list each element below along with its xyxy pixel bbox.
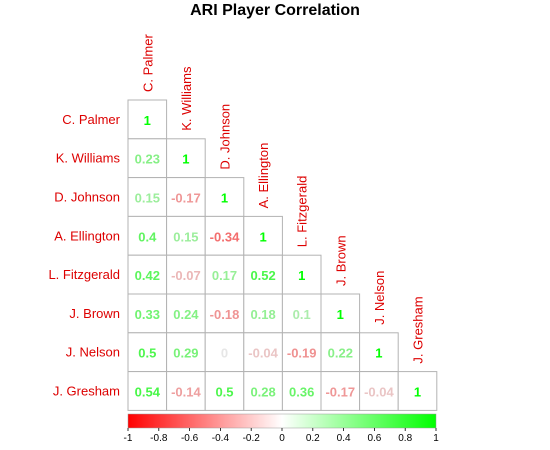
- correlation-value: 0.28: [250, 385, 275, 400]
- scale-tick-label: 0.4: [337, 433, 351, 444]
- heatmap-cell: [320, 332, 361, 373]
- correlation-value: 0.36: [289, 385, 314, 400]
- heatmap-cell: [204, 332, 245, 373]
- correlation-value: 0.15: [173, 229, 198, 244]
- heatmap-cell: [166, 371, 206, 411]
- correlation-value: 0.23: [135, 152, 160, 167]
- row-label: J. Brown: [69, 306, 120, 321]
- heatmap-cell: [243, 332, 283, 373]
- heatmap-cell: [320, 293, 361, 334]
- correlation-value: 1: [259, 229, 266, 244]
- heatmap-cell: [127, 99, 168, 140]
- correlation-value: 1: [221, 191, 228, 206]
- column-label: D. Johnson: [218, 104, 233, 170]
- correlation-value: 0.4: [138, 229, 157, 244]
- scale-tick-label: 0.6: [367, 433, 381, 444]
- heatmap-cell: [166, 215, 206, 256]
- heatmap-cell: [166, 138, 206, 179]
- heatmap-cell: [127, 371, 168, 411]
- row-label: C. Palmer: [62, 112, 120, 127]
- color-scale-ticks: -1 -0.8 -0.6 -0.4 -0.2 0 0.2 0.4 0.6 0.8 1: [124, 428, 439, 444]
- correlation-value: -0.14: [171, 385, 201, 400]
- heatmap-cell: [281, 254, 322, 295]
- color-scale-legend: -1 -0.8 -0.6 -0.4 -0.2 0 0.2 0.4 0.6 0.8 1: [124, 413, 439, 444]
- scale-tick-label: -0.8: [150, 433, 168, 444]
- heatmap-cell: [204, 371, 245, 411]
- correlation-value: -0.04: [248, 346, 278, 361]
- correlation-value: 0.52: [250, 268, 275, 283]
- correlation-value: 0.24: [173, 307, 199, 322]
- correlation-value: 0.18: [250, 307, 275, 322]
- heatmap-cell: [204, 254, 245, 295]
- heatmap-cell: [204, 177, 245, 217]
- heatmap-cell: [243, 254, 283, 295]
- color-scale-bar: [127, 413, 437, 429]
- correlation-value: 1: [337, 307, 344, 322]
- row-label: K. Williams: [56, 151, 121, 166]
- heatmap-cell: [204, 293, 245, 334]
- scale-tick-label: 0: [279, 433, 285, 444]
- correlation-value: -0.17: [325, 385, 355, 400]
- correlation-value: 0.15: [135, 191, 160, 206]
- correlation-value: 1: [375, 346, 382, 361]
- scale-tick-label: -1: [124, 433, 133, 444]
- correlation-value: 0.1: [293, 307, 311, 322]
- row-labels: C. Palmer K. Williams D. Johnson A. Ellingt…: [48, 112, 120, 399]
- heatmap-cell: [320, 371, 361, 411]
- correlation-value: 0.29: [173, 346, 198, 361]
- column-label: K. Williams: [179, 66, 194, 131]
- correlation-value: 0.42: [135, 268, 160, 283]
- correlation-value: 0.33: [135, 307, 160, 322]
- scale-tick-label: -0.6: [181, 433, 199, 444]
- correlation-value: 1: [298, 268, 305, 283]
- heatmap-cell: [359, 332, 399, 373]
- heatmap-cell: [127, 254, 168, 295]
- correlation-value: 1: [414, 385, 421, 400]
- heatmap-cell: [397, 371, 438, 411]
- row-label: L. Fitzgerald: [48, 267, 120, 282]
- heatmap-cells: 1 0.23 1 0.15 -0.17 1 0.4 0.15 -0.34 1 0.42 -0.07 0.…: [127, 99, 438, 411]
- scale-tick-label: -0.2: [243, 433, 261, 444]
- chart-title: ARI Player Correlation: [190, 2, 360, 19]
- column-label: A. Ellington: [256, 143, 271, 209]
- scale-tick-label: 0.2: [306, 433, 320, 444]
- heatmap-cell: [281, 371, 322, 411]
- correlation-value: 0.5: [215, 385, 233, 400]
- correlation-value: -0.34: [210, 229, 240, 244]
- correlation-value: 0: [221, 346, 228, 361]
- correlation-value: 0.54: [135, 385, 161, 400]
- correlation-value: -0.07: [171, 268, 201, 283]
- scale-tick-label: 0.8: [398, 433, 412, 444]
- correlation-value: 0.22: [328, 346, 353, 361]
- column-label: L. Fitzgerald: [295, 176, 310, 248]
- correlation-value: -0.04: [364, 385, 394, 400]
- correlation-value: 0.17: [212, 268, 237, 283]
- column-label: J. Gresham: [411, 296, 426, 363]
- column-labels: C. Palmer K. Williams D. Johnson A. Ellingt…: [140, 34, 425, 364]
- heatmap-cell: [243, 293, 283, 334]
- heatmap-cell: [127, 215, 168, 256]
- column-label: C. Palmer: [140, 34, 155, 92]
- column-label: J. Brown: [333, 235, 348, 286]
- correlation-value: -0.17: [171, 191, 201, 206]
- heatmap-cell: [243, 371, 283, 411]
- scale-tick-label: 1: [433, 433, 439, 444]
- scale-tick-label: -0.4: [212, 433, 230, 444]
- row-label: A. Ellington: [54, 228, 120, 243]
- correlation-value: -0.19: [287, 346, 317, 361]
- correlation-value: 1: [182, 152, 189, 167]
- row-label: J. Gresham: [53, 384, 120, 399]
- correlation-value: 0.5: [138, 346, 156, 361]
- correlation-value: 1: [144, 113, 151, 128]
- column-label: J. Nelson: [372, 271, 387, 325]
- row-label: J. Nelson: [66, 345, 120, 360]
- correlation-value: -0.18: [210, 307, 240, 322]
- row-label: D. Johnson: [54, 190, 120, 205]
- heatmap-cell: [204, 215, 245, 256]
